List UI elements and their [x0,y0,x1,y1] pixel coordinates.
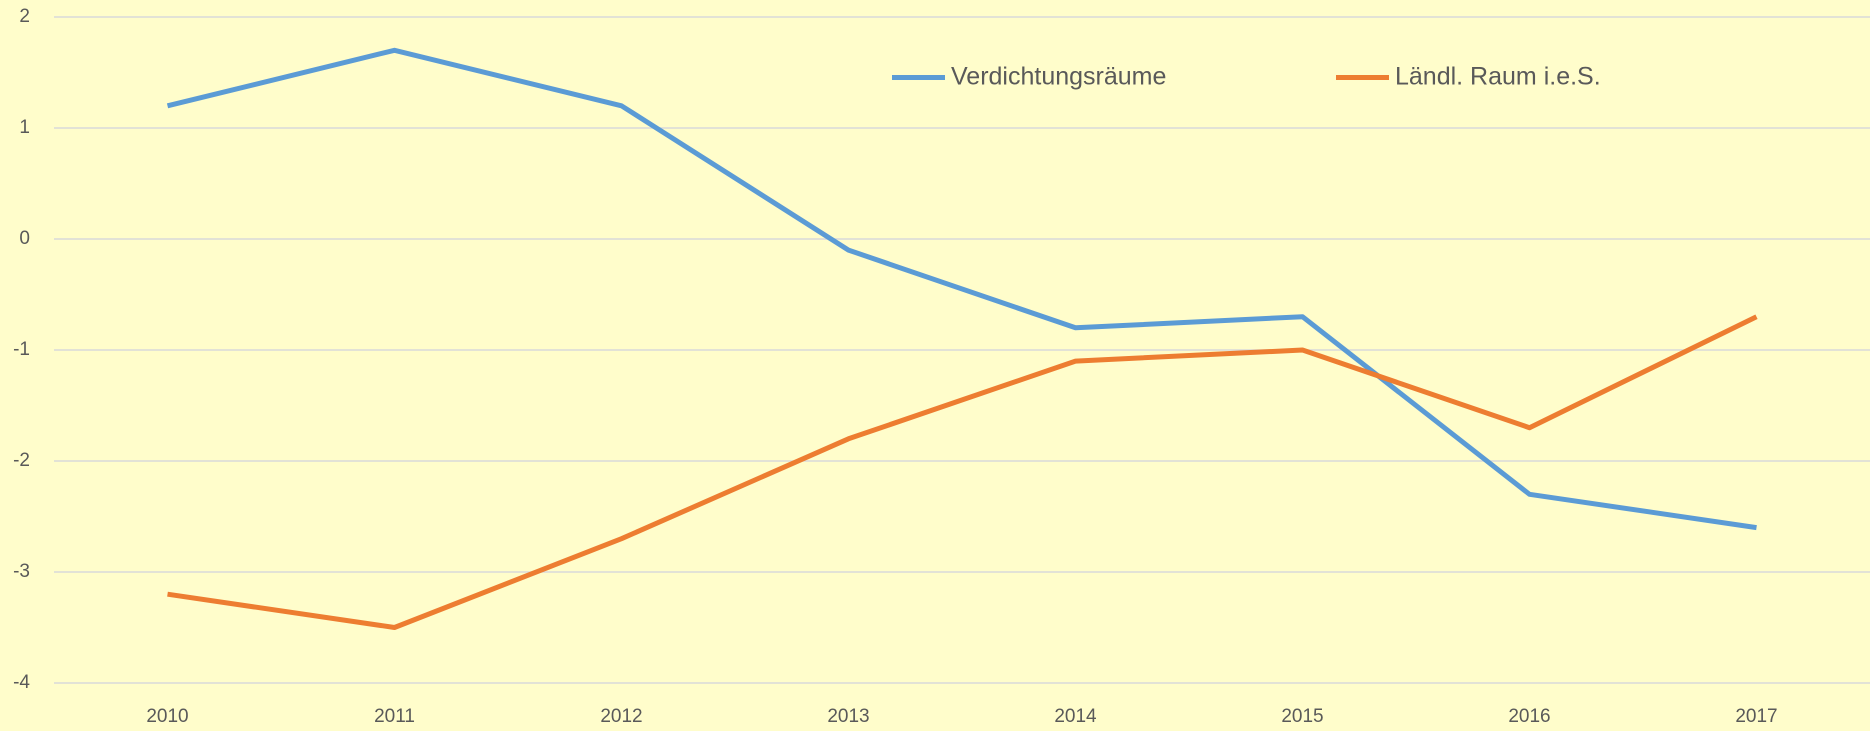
x-tick-label: 2017 [1735,706,1777,727]
y-tick-label: -3 [13,561,30,582]
legend-label: Verdichtungsräume [951,63,1166,91]
x-tick-label: 2011 [374,706,415,727]
y-tick-label: -4 [13,672,30,693]
y-tick-label: 1 [19,117,30,138]
y-tick-label: -1 [13,339,30,360]
y-tick-label: 0 [19,228,30,249]
y-tick-label: 2 [19,6,30,27]
x-tick-label: 2010 [146,706,188,727]
x-tick-label: 2015 [1281,706,1323,727]
x-tick-label: 2016 [1508,706,1550,727]
series-line [166,47,1757,531]
legend-label: Ländl. Raum i.e.S. [1395,63,1601,91]
y-tick-label: -2 [13,450,30,471]
x-tick-label: 2012 [600,706,642,727]
x-tick-label: 2014 [1054,706,1097,727]
series-line [167,314,1758,630]
x-tick-label: 2013 [827,706,869,727]
